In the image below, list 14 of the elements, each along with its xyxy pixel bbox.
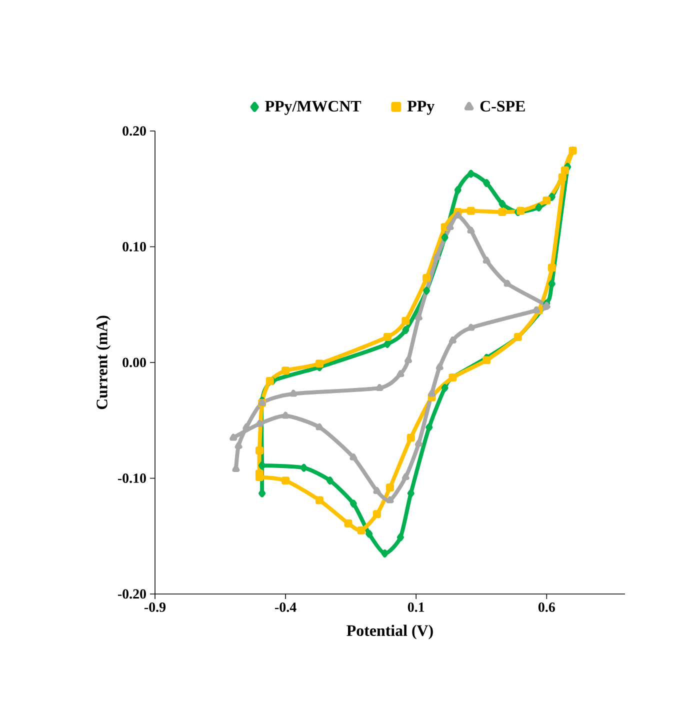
y-axis-title: Current (mA) xyxy=(96,316,111,410)
legend-label: PPy/MWCNT xyxy=(265,100,362,115)
legend-label: C-SPE xyxy=(480,100,525,112)
legend-label: PPy xyxy=(407,100,434,115)
y-tick-label: -0.20 xyxy=(118,589,146,599)
x-tick-label: 0.1 xyxy=(408,602,424,612)
x-tick-label: -0.4 xyxy=(275,602,296,612)
x-tick-label: 0.6 xyxy=(538,602,555,612)
x-axis-title: Potential (V) xyxy=(346,624,433,640)
y-tick-label: 0.20 xyxy=(122,126,146,136)
y-tick-label: 0.10 xyxy=(122,242,146,252)
y-tick-label: 0.00 xyxy=(122,358,146,368)
y-tick-label: -0.10 xyxy=(118,474,146,483)
x-tick-label: -0.9 xyxy=(144,602,166,612)
